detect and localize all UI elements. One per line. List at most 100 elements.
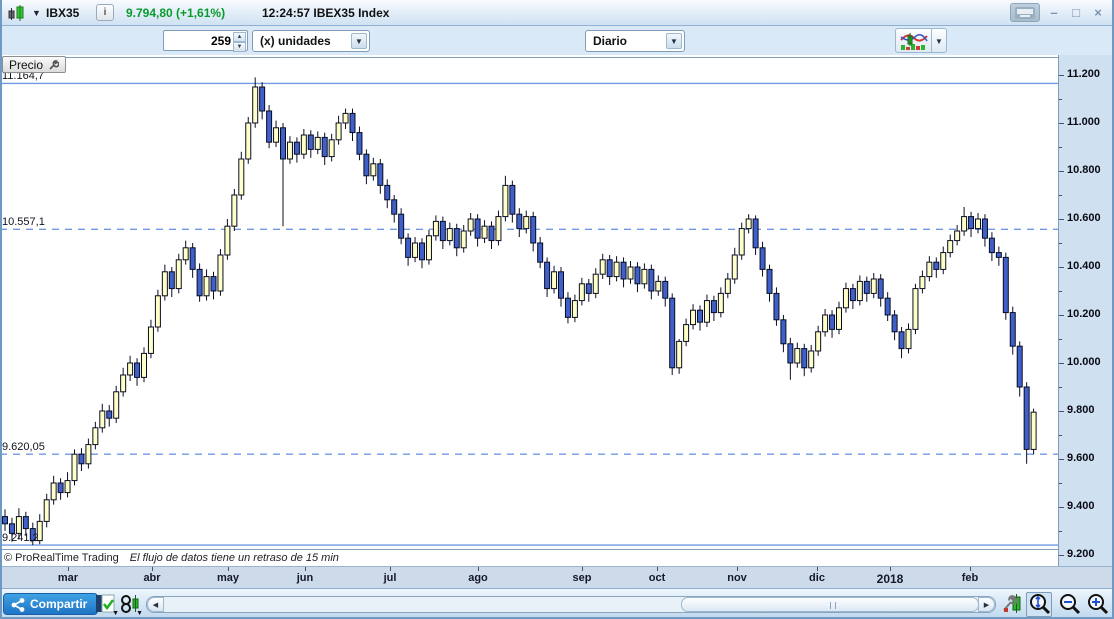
- candle: [99, 403, 106, 433]
- chevron-down-icon[interactable]: ▼: [112, 610, 119, 617]
- x-axis-label: mar: [57, 572, 79, 584]
- scrollbar-thumb[interactable]: [681, 597, 979, 612]
- step-up-icon[interactable]: ▲: [233, 32, 246, 42]
- candle: [530, 211, 537, 252]
- candle: [175, 253, 182, 294]
- y-axis-tick: [1059, 122, 1064, 124]
- price-chart[interactable]: [0, 55, 1058, 549]
- instrument-symbol[interactable]: IBX35: [46, 6, 80, 20]
- timeframe-select[interactable]: Diario ▼: [585, 30, 685, 52]
- candle: [585, 278, 592, 302]
- candle: [752, 215, 759, 255]
- candle: [613, 256, 620, 282]
- info-button[interactable]: i: [96, 4, 114, 21]
- y-axis-tick: [1059, 410, 1064, 412]
- candle: [669, 293, 676, 375]
- share-button[interactable]: Compartir: [3, 593, 99, 615]
- y-axis-tick: [1059, 554, 1064, 556]
- candle: [22, 511, 29, 536]
- candle: [836, 301, 842, 335]
- x-axis-tick: [817, 567, 818, 571]
- y-axis-minor-tick: [1059, 434, 1062, 436]
- candle: [961, 206, 968, 236]
- y-axis-label: 9.600: [1067, 451, 1095, 464]
- x-axis-label: oct: [648, 572, 666, 584]
- price-panel-tab[interactable]: Precio: [2, 56, 67, 73]
- candle: [627, 260, 634, 284]
- price-axis[interactable]: 11.200 11.000 10.800 10.600 10.400 10.200 10.0…: [1058, 55, 1114, 566]
- chart-scrollbar[interactable]: ◀ ▶: [146, 596, 996, 613]
- x-axis-tick: [890, 567, 891, 571]
- candle: [537, 236, 544, 269]
- y-axis-tick: [1059, 314, 1064, 316]
- y-axis-minor-tick: [1059, 242, 1062, 244]
- title-bar[interactable]: ▼ IBX35 i 9.794,80 (+1,61%) 12:24:57 IBE…: [0, 0, 1114, 26]
- candle: [849, 283, 856, 309]
- wrench-icon[interactable]: [48, 59, 60, 71]
- candle: [655, 275, 662, 296]
- candle: [495, 210, 502, 246]
- candle: [307, 130, 314, 158]
- time-axis[interactable]: mar abr may jun jul ago sep oct nov dic 2018 feb: [0, 566, 1114, 588]
- candle: [794, 342, 801, 368]
- x-axis-tick: [582, 567, 583, 571]
- candle: [1030, 408, 1037, 455]
- candle: [425, 229, 432, 265]
- keyboard-icon[interactable]: [1010, 3, 1040, 22]
- candle: [335, 115, 342, 145]
- candle: [599, 253, 606, 279]
- x-axis-label: feb: [961, 572, 979, 584]
- chevron-down-icon[interactable]: ▼: [136, 610, 143, 617]
- candle: [182, 240, 189, 265]
- candle: [842, 282, 849, 313]
- chevron-down-icon[interactable]: ▼: [351, 33, 367, 49]
- units-stepper[interactable]: ▲ ▼: [233, 32, 246, 52]
- candle: [342, 108, 349, 129]
- candle: [919, 270, 926, 294]
- candle: [975, 212, 981, 234]
- chevron-down-icon[interactable]: ▼: [932, 28, 947, 53]
- zoom-out-icon[interactable]: [1056, 592, 1082, 617]
- instrument-dropdown-arrow[interactable]: ▼: [32, 8, 41, 18]
- candle: [231, 188, 238, 231]
- close-button[interactable]: ×: [1090, 4, 1106, 22]
- candle: [467, 212, 474, 236]
- indicators-panel-icon[interactable]: ▼: [95, 594, 119, 617]
- candle: [1009, 306, 1016, 355]
- candle: [50, 475, 57, 505]
- candle: [168, 266, 175, 297]
- level-label: 10.557,1: [2, 216, 45, 229]
- minimize-button[interactable]: –: [1046, 4, 1062, 22]
- zoom-drag-tool-icon[interactable]: [1026, 592, 1052, 617]
- y-axis-minor-tick: [1059, 386, 1062, 388]
- chart-style-tool-icon[interactable]: [1000, 592, 1026, 617]
- zoom-in-icon[interactable]: [1084, 592, 1110, 617]
- candle: [995, 246, 1002, 266]
- x-axis-label: may: [216, 572, 240, 584]
- candle-settings-icon[interactable]: ▼: [119, 594, 143, 617]
- candle: [509, 180, 516, 223]
- candle: [578, 277, 585, 306]
- step-down-icon[interactable]: ▼: [233, 42, 246, 52]
- chart-type-button[interactable]: ▼: [895, 28, 947, 53]
- candle: [120, 367, 127, 397]
- y-axis-tick: [1059, 218, 1064, 220]
- level-label: 9.241,2: [2, 532, 39, 545]
- share-label: Compartir: [30, 597, 88, 611]
- scroll-right-icon[interactable]: ▶: [978, 597, 995, 612]
- candle: [141, 347, 147, 383]
- units-count-input[interactable]: [169, 32, 231, 49]
- units-type-select[interactable]: (x) unidades ▼: [252, 30, 370, 52]
- candle: [815, 325, 822, 356]
- copyright-text: © ProRealTime Trading: [4, 552, 119, 564]
- candle: [634, 262, 641, 293]
- scroll-left-icon[interactable]: ◀: [147, 597, 164, 612]
- chart-type-icon[interactable]: [895, 28, 932, 53]
- x-axis-tick: [970, 567, 971, 571]
- maximize-button[interactable]: □: [1068, 4, 1084, 22]
- units-count-field[interactable]: ▲▼: [163, 30, 248, 52]
- chevron-down-icon[interactable]: ▼: [666, 33, 682, 49]
- candle: [314, 131, 321, 155]
- candle: [224, 218, 231, 260]
- x-axis-label: ago: [468, 572, 488, 584]
